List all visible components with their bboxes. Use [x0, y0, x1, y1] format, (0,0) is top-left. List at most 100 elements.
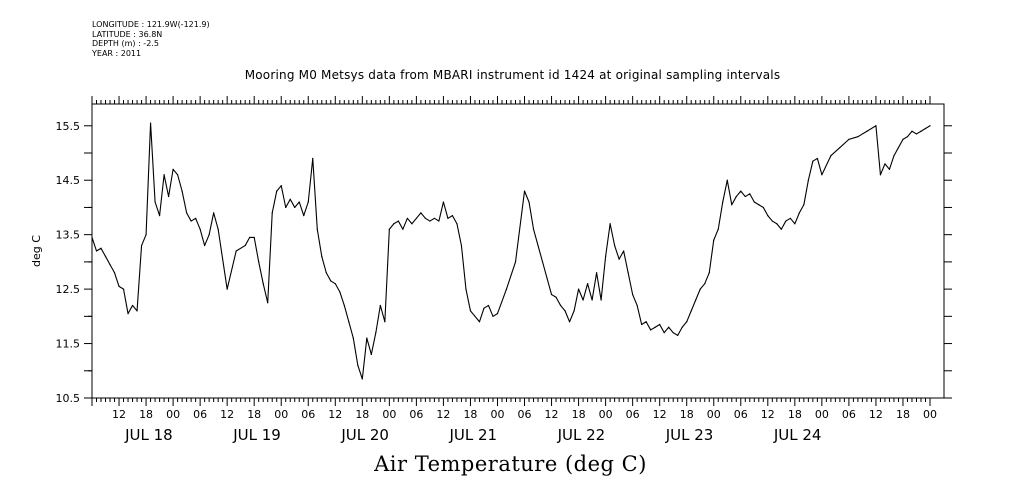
- data-point: [113, 272, 116, 274]
- data-point: [177, 174, 179, 176]
- data-point: [902, 138, 904, 140]
- x-hour-tick-label: 00: [923, 408, 937, 421]
- data-point: [550, 293, 553, 296]
- data-point: [312, 157, 314, 160]
- data-point: [794, 223, 796, 225]
- data-point: [803, 204, 805, 206]
- data-point: [848, 138, 850, 140]
- data-point: [298, 201, 300, 203]
- data-point: [924, 127, 927, 130]
- x-hour-tick-label: 12: [328, 408, 342, 421]
- x-hour-tick-label: 18: [896, 408, 910, 421]
- x-hour-tick-label: 00: [815, 408, 829, 421]
- data-point: [122, 288, 125, 290]
- x-day-tick-label: JUL 20: [340, 426, 389, 444]
- data-point: [271, 212, 273, 214]
- data-point: [402, 228, 404, 230]
- data-point: [330, 280, 332, 282]
- y-tick-label: 10.5: [56, 392, 81, 405]
- data-point: [145, 234, 147, 236]
- data-point: [343, 304, 345, 307]
- data-point: [839, 146, 841, 149]
- data-point: [415, 217, 417, 219]
- plot-frame: [91, 103, 945, 399]
- data-point: [118, 285, 120, 287]
- data-point: [713, 239, 715, 241]
- data-point: [744, 195, 746, 198]
- data-point: [596, 272, 598, 274]
- data-point: [487, 304, 490, 307]
- data-point: [704, 283, 706, 285]
- data-point: [465, 288, 467, 290]
- data-point: [447, 217, 449, 219]
- data-point: [276, 190, 278, 192]
- x-hour-tick-label: 12: [761, 408, 775, 421]
- data-point: [253, 236, 255, 238]
- data-point: [100, 247, 102, 249]
- data-point: [91, 236, 93, 238]
- data-point: [109, 264, 111, 266]
- x-day-tick-label: JUL 23: [665, 426, 714, 444]
- data-point: [492, 315, 494, 317]
- x-hour-tick-label: 00: [274, 408, 288, 421]
- axis-labels: 10.5 11.5 12.5 13.5 14.5 15.5 12 18 00 06 12 18 00 06…: [56, 120, 938, 444]
- data-point: [460, 244, 463, 247]
- data-point: [915, 133, 918, 135]
- footer-title-text: Air Temperature (deg C): [374, 452, 647, 476]
- x-hour-tick-label: 00: [490, 408, 504, 421]
- x-day-tick-label: JUL 19: [232, 426, 281, 444]
- x-hour-tick-label: 18: [247, 408, 261, 421]
- data-point: [591, 299, 593, 301]
- data-point: [749, 193, 751, 195]
- data-point: [104, 255, 107, 258]
- chart-title: Mooring M0 Metsys data from MBARI instru…: [0, 68, 1009, 82]
- x-hour-tick-label: 00: [382, 408, 396, 421]
- y-tick-label: 15.5: [56, 120, 81, 133]
- data-point: [600, 299, 602, 301]
- data-point: [672, 332, 674, 334]
- data-point: [375, 332, 377, 334]
- data-point: [158, 215, 161, 217]
- x-hour-tick-label: 12: [653, 408, 667, 421]
- data-point: [582, 299, 584, 301]
- data-point: [388, 228, 390, 230]
- x-hour-tick-label: 18: [463, 408, 477, 421]
- x-hour-tick-label: 00: [166, 408, 180, 421]
- data-point: [735, 195, 737, 198]
- data-point: [285, 206, 287, 209]
- data-point: [366, 337, 368, 339]
- data-point: [95, 250, 98, 252]
- data-point: [726, 179, 728, 181]
- data-point: [208, 234, 210, 236]
- data-point: [235, 250, 237, 252]
- data-point: [537, 244, 539, 247]
- data-point: [812, 160, 814, 162]
- data-point: [244, 244, 246, 247]
- data-point: [573, 310, 575, 312]
- data-point: [249, 236, 251, 238]
- data-point: [532, 228, 535, 230]
- data-point: [181, 190, 183, 192]
- depth-label: DEPTH (m) : -2.5: [92, 39, 159, 48]
- latitude-label: LATITUDE : 36.8N: [92, 29, 163, 39]
- x-hour-tick-label: 18: [139, 408, 153, 421]
- data-point: [352, 337, 354, 339]
- x-hour-tick-label: 18: [572, 408, 586, 421]
- air-temperature-line: [91, 122, 931, 380]
- x-hour-tick-label: 12: [436, 408, 450, 421]
- data-point: [798, 212, 800, 214]
- data-point: [316, 228, 318, 230]
- data-point: [771, 220, 773, 222]
- data-point: [167, 195, 170, 198]
- data-point: [875, 125, 877, 127]
- data-point: [303, 215, 305, 217]
- data-point: [280, 185, 282, 187]
- y-axis-label: deg C: [30, 235, 43, 267]
- data-point: [528, 201, 530, 203]
- data-point: [154, 201, 156, 203]
- data-point: [807, 179, 809, 181]
- y-tick-label: 14.5: [56, 174, 81, 187]
- data-point: [199, 228, 201, 230]
- data-point: [586, 283, 589, 285]
